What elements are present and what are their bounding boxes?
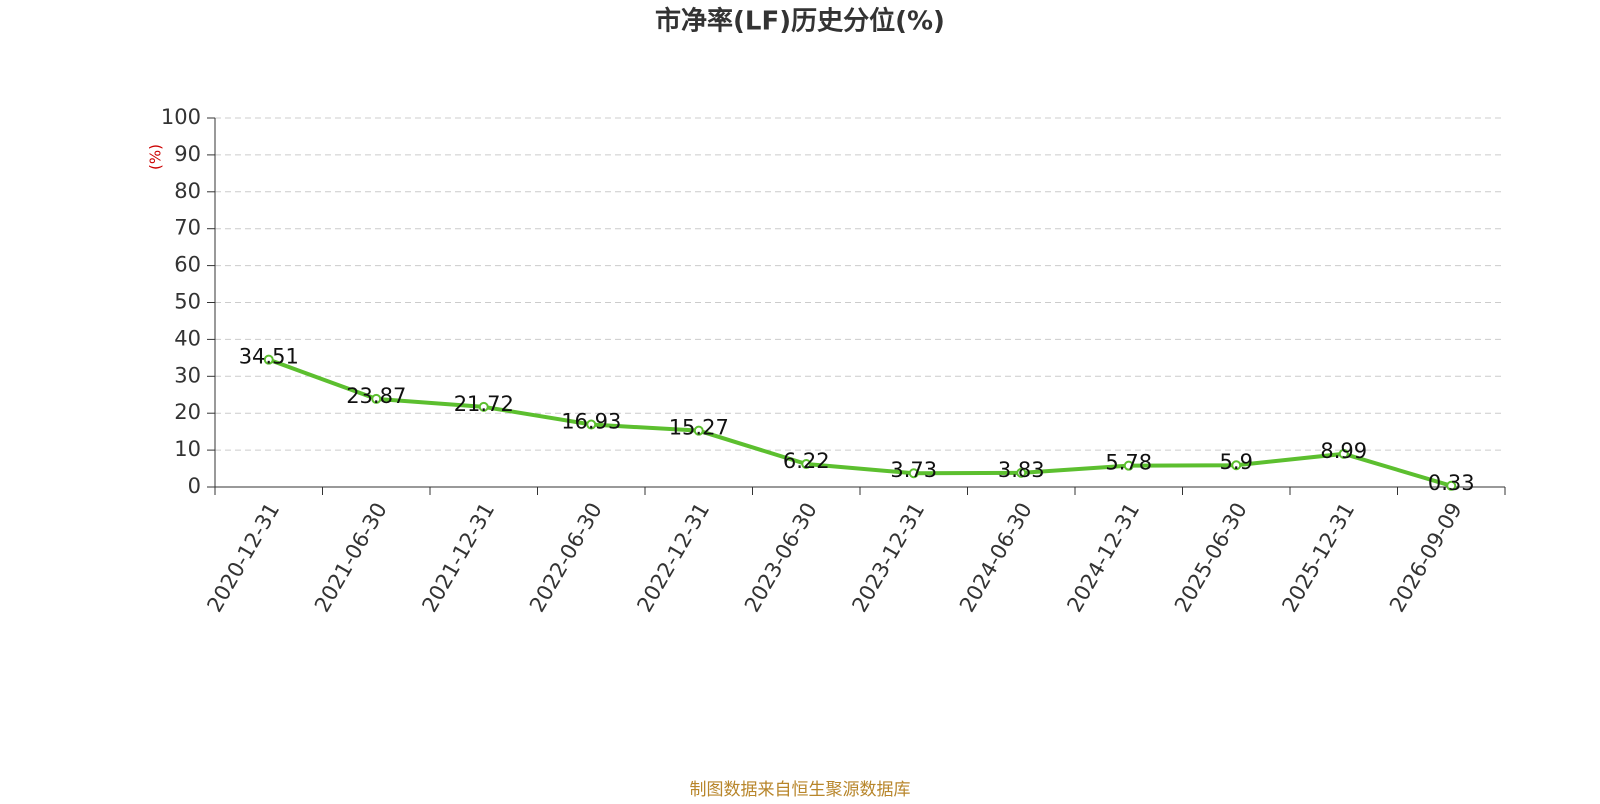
data-point	[693, 425, 704, 436]
x-tick-label: 2024-06-30	[955, 499, 1037, 617]
y-tick-label: 60	[174, 253, 201, 277]
x-tick-label: 2023-06-30	[740, 499, 822, 617]
x-tick-label: 2021-06-30	[310, 499, 392, 617]
y-tick-label: 100	[161, 105, 201, 129]
data-point	[801, 459, 812, 470]
data-point	[263, 354, 274, 365]
data-point	[1446, 480, 1457, 491]
data-label: 34.51	[239, 345, 299, 369]
data-point	[1338, 448, 1349, 459]
y-tick-label: 50	[174, 290, 201, 314]
x-tick-label: 2025-12-31	[1277, 499, 1359, 617]
x-tick-label: 2026-09-09	[1385, 499, 1467, 617]
y-tick-label: 90	[174, 142, 201, 166]
x-tick-label: 2023-12-31	[847, 499, 929, 617]
data-label: 0.33	[1428, 471, 1475, 495]
data-label: 23.87	[346, 384, 406, 408]
data-point	[1231, 460, 1242, 471]
data-point	[478, 401, 489, 412]
data-point	[586, 419, 597, 430]
data-point	[1123, 460, 1134, 471]
data-line	[268, 357, 1452, 488]
data-label: 8.99	[1320, 439, 1367, 463]
x-tick-label: 2020-12-31	[202, 499, 284, 617]
data-label: 6.22	[783, 449, 830, 473]
y-tick-label: 80	[174, 179, 201, 203]
data-label: 16.93	[561, 410, 621, 434]
data-label: 3.83	[998, 458, 1045, 482]
y-tick-label: 70	[174, 216, 201, 240]
y-tick-label: 40	[174, 326, 201, 350]
x-tick-label: 2024-12-31	[1062, 499, 1144, 617]
data-point	[1016, 467, 1027, 478]
y-tick-label: 10	[174, 437, 201, 461]
data-label: 5.78	[1105, 451, 1152, 475]
x-tick-label: 2022-06-30	[525, 499, 607, 617]
x-tick-label: 2022-12-31	[632, 499, 714, 617]
source-note: 制图数据来自恒生聚源数据库	[690, 780, 911, 800]
y-tick-label: 0	[188, 474, 201, 498]
data-point	[908, 468, 919, 479]
data-label: 5.9	[1220, 450, 1253, 474]
chart-title: 市净率(LF)历史分位(%)	[655, 6, 945, 37]
y-tick-label: 20	[174, 400, 201, 424]
x-tick-label: 2021-12-31	[417, 499, 499, 617]
x-tick-label: 2025-06-30	[1170, 499, 1252, 617]
data-point	[371, 393, 382, 404]
data-label: 21.72	[454, 392, 514, 416]
y-tick-label: 30	[174, 363, 201, 387]
data-label: 15.27	[669, 416, 729, 440]
data-label: 3.73	[890, 458, 937, 482]
y-axis-label: (%)	[147, 144, 165, 170]
